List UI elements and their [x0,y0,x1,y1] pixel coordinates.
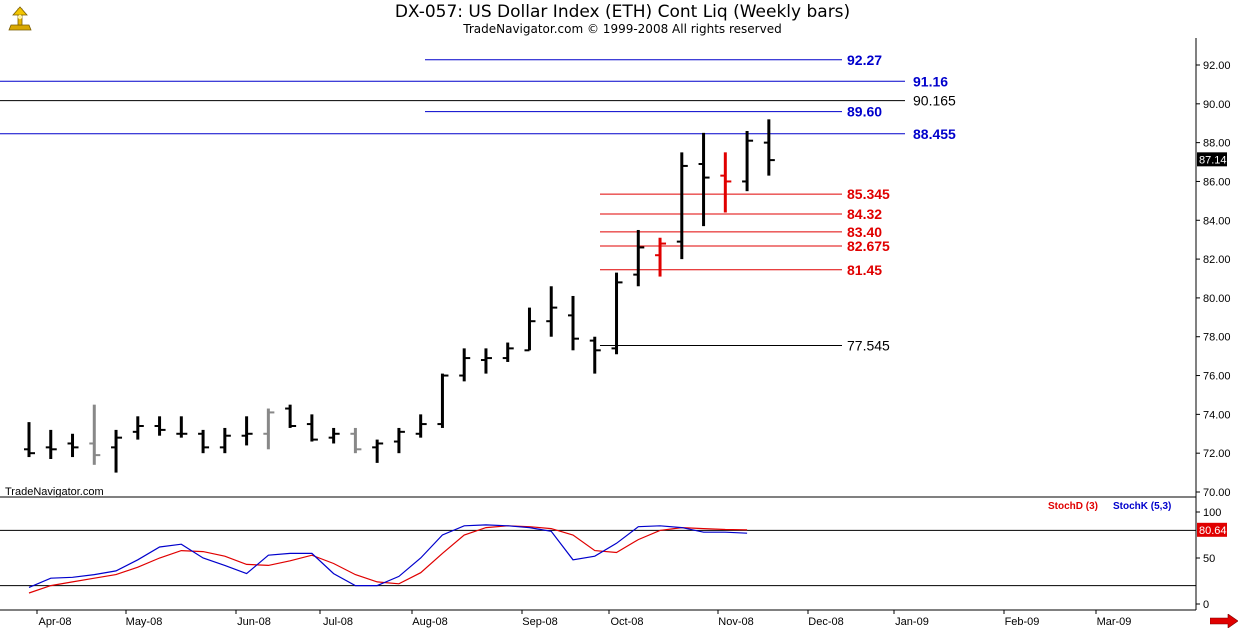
ohlc-bar [24,422,35,458]
ohlc-bar [742,130,754,192]
ohlc-bar [241,416,253,446]
ohlc-bar [546,286,558,337]
y-tick-label: 70.00 [1203,487,1231,499]
date-axis: Apr-08 May-08 Jun-08 Jul-08 Aug-08 Sep-08 Oct-… [36,610,1132,628]
level-label: 82.675 [847,238,890,254]
last-price-label: 87.14 [1199,154,1227,166]
ohlc-bar [524,307,536,352]
ohlc-bar [198,429,210,454]
scroll-right-arrow-icon[interactable] [1210,614,1238,628]
x-tick-label: Jun-08 [237,616,271,628]
y-tick-label: 88.00 [1203,138,1231,150]
y-tick-label: 92.00 [1203,60,1231,72]
ohlc-bar [655,237,667,277]
ohlc-bar [306,414,318,442]
y-tick-label: 86.00 [1203,176,1231,188]
legend-stochK: StochK (5,3) [1113,501,1171,512]
level-label: 91.16 [913,73,948,89]
stoch-series-line [28,524,748,588]
ohlc-bar [45,429,57,460]
ohlc-bar [568,295,579,351]
copyright-text: TradeNavigator.com © 1999-2008 All right… [463,22,782,36]
stoch-series-line [28,525,748,594]
x-tick-label: Aug-08 [412,616,447,628]
y-tick-label: 78.00 [1203,332,1231,344]
ohlc-bar [502,342,514,362]
ohlc-bar [720,152,732,213]
ohlc-bar [611,272,623,355]
watermark-text: TradeNavigator.com [5,486,104,498]
ohlc-bar [437,373,449,428]
ohlc-bar [589,336,601,374]
support-resistance-levels: 92.27 91.16 90.165 89.60 88.455 85.345 84.32 83… [0,52,956,354]
ohlc-bar [698,132,710,227]
ohlc-bar [763,119,775,176]
stoch-y-tick-label: 50 [1203,553,1215,565]
last-price-marker [1197,152,1227,167]
ohlc-bar [111,429,123,473]
trade-navigator-logo-icon [5,3,35,33]
level-label: 83.40 [847,224,882,240]
ohlc-bar [67,433,79,458]
ohlc-bar [459,348,471,382]
y-tick-label: 74.00 [1203,409,1231,421]
level-label: 84.32 [847,206,882,222]
level-label: 88.455 [913,126,956,142]
y-tick-label: 80.00 [1203,293,1231,305]
stoch-last-label: 80.64 [1199,525,1227,537]
x-tick-label: Nov-08 [718,616,753,628]
x-tick-label: Dec-08 [808,616,843,628]
level-label: 81.45 [847,262,882,278]
ohlc-bar [132,416,144,440]
ohlc-bar [89,404,101,465]
ohlc-bar [176,416,188,438]
ohlc-bar [393,427,405,454]
ohlc-bar [219,427,231,454]
legend-stochD: StochD (3) [1048,501,1098,512]
ohlc-bar [372,439,384,463]
level-label: 77.545 [847,338,890,354]
stoch-y-tick-label: 0 [1203,599,1209,611]
level-label: 92.27 [847,52,882,68]
x-tick-label: Mar-09 [1097,616,1132,628]
ohlc-bar [480,348,492,374]
ohlc-bar [154,416,166,436]
y-tick-label: 84.00 [1203,215,1231,227]
stoch-y-tick-label: 100 [1203,507,1221,519]
ohlc-bar [328,427,340,444]
ohlc-bar [633,229,645,287]
ohlc-bars [24,119,775,473]
y-tick-label: 90.00 [1203,99,1231,111]
ohlc-bar [350,427,362,454]
x-tick-label: Sep-08 [522,616,557,628]
x-tick-label: Jan-09 [895,616,929,628]
level-label: 85.345 [847,186,890,202]
x-tick-label: Jul-08 [323,616,353,628]
x-tick-label: Feb-09 [1005,616,1040,628]
level-label: 90.165 [913,93,956,109]
ohlc-bar [676,152,688,260]
stoch-last-marker [1197,522,1227,537]
y-tick-label: 76.00 [1203,371,1231,383]
price-axis: 92.00 90.00 88.00 86.00 84.00 82.00 80.00 78.00… [1196,60,1231,499]
chart-title: DX-057: US Dollar Index (ETH) Cont Liq (… [394,2,851,22]
y-tick-label: 72.00 [1203,448,1231,460]
x-tick-label: Apr-08 [38,616,71,628]
y-tick-label: 82.00 [1203,254,1231,266]
ohlc-bar [415,414,427,438]
level-label: 89.60 [847,104,882,120]
stochastic-panel: 100 50 0 StochD (3) StochK (5,3) 80.64 [0,501,1227,611]
x-tick-label: Oct-08 [610,616,643,628]
x-tick-label: May-08 [126,616,163,628]
ohlc-bar [263,408,275,450]
ohlc-bar [285,404,297,428]
